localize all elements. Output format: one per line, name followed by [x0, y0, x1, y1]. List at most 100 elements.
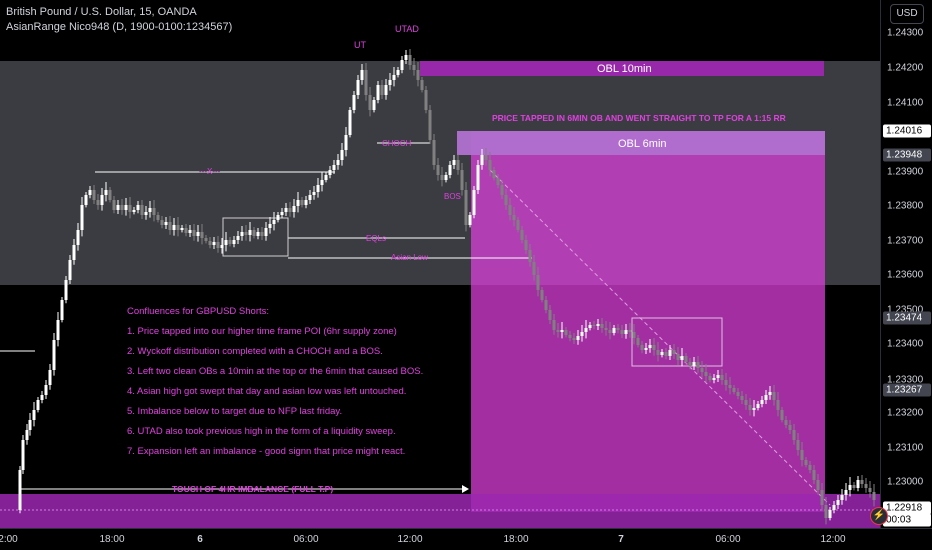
candle-body — [240, 232, 244, 236]
candle-body — [492, 170, 496, 178]
price-chart[interactable] — [0, 0, 880, 528]
candle-body — [380, 85, 384, 95]
candle-body — [236, 236, 240, 240]
arrow-head-icon — [462, 485, 469, 493]
candle-body — [460, 170, 464, 190]
candle-body — [308, 195, 312, 200]
candle-body — [812, 470, 816, 480]
candle-body — [340, 150, 344, 160]
price-tick-label: 1.23600 — [887, 269, 924, 281]
confluence-item: 2. Wyckoff distribution completed with a… — [127, 346, 383, 357]
candle-body — [124, 205, 128, 210]
candle-body — [88, 190, 92, 195]
time-tick-label: 18:00 — [503, 534, 529, 545]
confluence-item: 1. Price tapped into our higher time fra… — [127, 326, 397, 337]
candle-body — [532, 262, 536, 275]
candle-body — [712, 378, 716, 380]
price-tick-label: 1.24200 — [887, 62, 924, 74]
candle-body — [484, 155, 488, 160]
currency-button[interactable]: USD — [890, 4, 924, 24]
price-tag: 1.23474 — [883, 311, 931, 325]
symbol-title[interactable]: British Pound / U.S. Dollar, 15, OANDA — [6, 6, 197, 18]
candle-body — [856, 480, 860, 488]
candle-body — [172, 225, 176, 230]
candle-body — [324, 175, 328, 180]
asian-range-box — [631, 317, 723, 367]
candle-body — [568, 335, 572, 338]
lightning-icon[interactable]: ⚡ — [870, 507, 888, 525]
candle-body — [188, 230, 192, 233]
candle-body — [600, 324, 604, 328]
price-tick-label: 1.23300 — [887, 374, 924, 386]
time-tick-label: 7 — [618, 534, 624, 545]
candle-body — [104, 190, 108, 195]
candle-body — [660, 352, 664, 355]
candle-body — [844, 490, 848, 495]
candle-body — [472, 190, 476, 215]
candle-body — [140, 205, 144, 215]
price-axis[interactable]: 1.24300 1.24200 1.24100 1.23900 1.23800 1.237… — [880, 0, 932, 528]
candle-body — [528, 250, 532, 262]
indicator-title[interactable]: AsianRange Nico948 (D, 1900-0100:1234567… — [6, 21, 233, 33]
chart-legend: British Pound / U.S. Dollar, 15, OANDA A… — [6, 5, 232, 35]
candle-body — [18, 470, 22, 510]
candle-body — [808, 465, 812, 470]
choch-label: CHOCH — [382, 139, 412, 148]
candle-body — [52, 340, 56, 370]
candle-body — [204, 238, 208, 241]
candle-body — [32, 410, 36, 420]
price-tick-label: 1.23200 — [887, 407, 924, 419]
candle-body — [612, 328, 616, 333]
time-axis[interactable]: 2:00 18:00 6 06:00 12:00 18:00 7 06:00 12:00 — [0, 528, 932, 550]
candle-body — [536, 275, 540, 290]
candle-body — [392, 75, 396, 80]
candle-body — [384, 85, 388, 95]
candle-body — [476, 165, 480, 190]
candle-body — [820, 490, 824, 505]
price-tick-label: 1.23500 — [887, 304, 924, 316]
candle-body — [704, 372, 708, 376]
candle-body — [776, 400, 780, 410]
candle-body — [180, 228, 184, 230]
candle-body — [760, 400, 764, 404]
candle-body — [668, 350, 672, 356]
obl-6min-label: OBL 6min — [618, 138, 667, 150]
chart-pane[interactable]: British Pound / U.S. Dollar, 15, OANDA A… — [0, 0, 880, 528]
candle-body — [520, 230, 524, 240]
candle-body — [224, 240, 228, 245]
time-tick-label: 06:00 — [715, 534, 741, 545]
candle-body — [724, 380, 728, 385]
candle-body — [300, 200, 304, 205]
price-tick-label: 1.24100 — [887, 97, 924, 109]
candle-body — [136, 205, 140, 210]
candle-body — [672, 350, 676, 354]
ut-label: UT — [354, 40, 366, 50]
candle-body — [828, 510, 832, 518]
candle-body — [372, 100, 376, 110]
candle-body — [620, 330, 624, 334]
candle-body — [244, 232, 248, 235]
price-tick-label: 1.23100 — [887, 442, 924, 454]
candle-body — [720, 375, 724, 380]
candle-body — [284, 208, 288, 212]
candle-body — [632, 332, 636, 338]
candle-body — [404, 55, 408, 60]
candle-body — [76, 230, 80, 245]
candle-body — [588, 325, 592, 328]
candle-body — [448, 165, 452, 175]
candle-body — [184, 228, 188, 233]
candle-body — [36, 400, 40, 410]
candle-body — [440, 175, 444, 180]
candle-body — [676, 354, 680, 360]
candle-body — [508, 205, 512, 215]
price-tag: 00:03 — [883, 513, 931, 527]
candle-body — [60, 300, 64, 320]
candle-body — [304, 200, 308, 205]
price-tick-label: 1.23400 — [887, 338, 924, 350]
candle-body — [768, 392, 772, 395]
imbalance-zone — [0, 494, 880, 528]
time-tick-label: 18:00 — [99, 534, 125, 545]
candle-body — [68, 260, 72, 280]
eqls-label: EQLs — [366, 234, 387, 243]
candle-body — [348, 110, 352, 135]
